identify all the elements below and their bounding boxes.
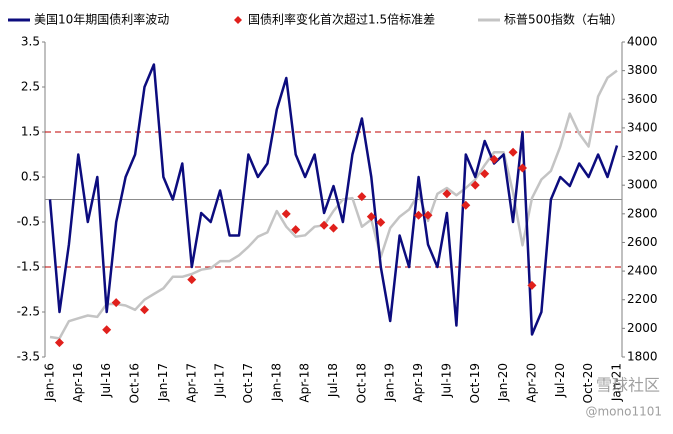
marker [414, 210, 424, 220]
y2-tick-label: 1800 [627, 350, 658, 364]
x-tick-label: Apr-20 [524, 363, 538, 403]
y2-tick-label: 3800 [627, 63, 658, 77]
y2-tick-label: 2200 [627, 292, 658, 306]
x-tick-label: Jan-18 [269, 363, 283, 402]
x-tick-label: Jul-19 [439, 363, 453, 398]
y2-tick-label: 3600 [627, 92, 658, 106]
y2-tick-label: 2800 [627, 206, 658, 220]
legend-label: 美国10年期国债利率波动 [34, 12, 169, 27]
x-tick-label: Apr-17 [184, 363, 198, 403]
series-line [48, 63, 619, 336]
marker [111, 298, 121, 308]
y2-tick-label: 3200 [627, 149, 658, 163]
marker [187, 275, 197, 285]
y-tick-label: -0.5 [17, 215, 40, 229]
marker [281, 209, 291, 219]
legend-label: 标普500指数（右轴） [504, 12, 623, 27]
y2-tick-label: 2400 [627, 264, 658, 278]
y-tick-label: -2.5 [17, 305, 40, 319]
y2-tick-label: 3000 [627, 178, 658, 192]
marker [291, 225, 301, 235]
marker [376, 217, 386, 227]
y2-tick-label: 2600 [627, 235, 658, 249]
x-tick-label: Oct-16 [128, 363, 142, 403]
y-tick-label: -3.5 [17, 350, 40, 364]
marker [480, 169, 490, 179]
marker [102, 325, 112, 335]
marker [319, 220, 329, 230]
marker [366, 212, 376, 222]
x-tick-label: Jul-17 [213, 363, 227, 398]
x-tick-label: Jan-19 [383, 363, 397, 402]
marker [442, 189, 452, 199]
y-tick-label: 1.5 [21, 125, 40, 139]
x-tick-label: Apr-19 [411, 363, 425, 403]
y2-tick-label: 4000 [627, 35, 658, 49]
watermark: 雪球社区 [596, 376, 660, 395]
x-tick-label: Jul-16 [99, 363, 113, 398]
y-tick-label: 0.5 [21, 170, 40, 184]
y-tick-label: -1.5 [17, 260, 40, 274]
x-tick-label: Jan-17 [156, 363, 170, 402]
marker [357, 192, 367, 202]
series-line [49, 69, 618, 340]
marker [423, 210, 433, 220]
watermark: @mono1101 [585, 405, 662, 419]
marker [329, 223, 338, 233]
x-tick-label: Oct-20 [581, 363, 595, 403]
legend-label: 国债利率变化首次超过1.5倍标准差 [248, 12, 435, 27]
marker [140, 305, 149, 315]
x-tick-label: Oct-17 [241, 363, 255, 403]
y-tick-label: 2.5 [21, 80, 40, 94]
x-tick-label: Jan-21 [610, 363, 624, 402]
x-tick-label: Jan-20 [496, 363, 510, 402]
marker [518, 163, 527, 173]
marker [489, 154, 499, 164]
x-tick-label: Jul-20 [553, 363, 567, 398]
x-tick-label: Jul-18 [326, 363, 340, 398]
x-tick-label: Apr-18 [298, 363, 312, 403]
marker [470, 180, 480, 190]
x-tick-label: Jan-16 [43, 363, 57, 402]
x-tick-label: Oct-18 [354, 363, 368, 403]
y2-tick-label: 3400 [627, 120, 658, 134]
y2-tick-label: 2000 [627, 321, 658, 335]
legend-swatch [234, 16, 242, 24]
x-tick-label: Apr-16 [71, 363, 85, 403]
y-tick-label: 3.5 [21, 35, 40, 49]
x-tick-label: Oct-19 [468, 363, 482, 403]
marker [508, 147, 518, 157]
marker [54, 338, 64, 348]
marker [461, 200, 471, 210]
marker [527, 280, 537, 290]
